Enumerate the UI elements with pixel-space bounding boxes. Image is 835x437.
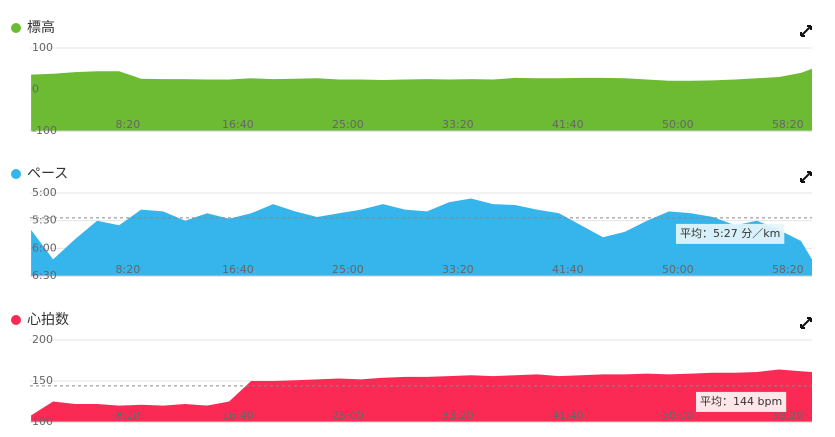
x-tick-label: 33:20 <box>442 263 474 276</box>
x-tick-label: 50:00 <box>662 118 694 131</box>
average-badge: 平均：144 bpm <box>696 391 787 412</box>
y-tick-label: 6:00 <box>32 241 57 254</box>
average-label: 平均：144 bpm <box>700 395 782 408</box>
x-tick-label: 58:20 <box>772 409 804 422</box>
average-box <box>696 391 787 412</box>
x-tick-label: 58:20 <box>772 263 804 276</box>
legend-dot <box>11 169 21 179</box>
expand-icon[interactable] <box>800 25 812 37</box>
legend-dot <box>11 315 21 325</box>
x-tick-label: 16:40 <box>222 118 254 131</box>
expand-icon[interactable] <box>800 317 812 329</box>
expand-icon[interactable] <box>800 171 812 183</box>
y-tick-label: 100 <box>32 415 53 428</box>
y-tick-label: 0 <box>32 83 39 96</box>
y-tick-label: 5:30 <box>32 214 57 227</box>
y-tick-label: 150 <box>32 374 53 387</box>
average-box <box>676 223 785 244</box>
x-tick-label: 8:20 <box>116 409 141 422</box>
x-tick-label: 50:00 <box>662 409 694 422</box>
x-tick-label: 8:20 <box>116 263 141 276</box>
y-tick-label: 5:00 <box>32 186 57 199</box>
x-tick-label: 41:40 <box>552 118 584 131</box>
x-tick-label: 8:20 <box>116 118 141 131</box>
x-tick-label: 25:00 <box>332 263 364 276</box>
chart-title: ペース <box>27 166 68 182</box>
area <box>31 369 813 422</box>
chart-title: 標高 <box>27 19 55 36</box>
x-tick-label: 16:40 <box>222 409 254 422</box>
x-tick-label: 50:00 <box>662 263 694 276</box>
x-tick-label: 16:40 <box>222 263 254 276</box>
x-tick-label: 33:20 <box>442 409 474 422</box>
x-tick-label: 25:00 <box>332 409 364 422</box>
y-tick-label: 100 <box>32 41 53 54</box>
average-badge: 平均：5:27 分／km <box>676 223 785 244</box>
x-tick-label: 33:20 <box>442 118 474 131</box>
x-tick-label: 41:40 <box>552 263 584 276</box>
average-label: 平均：5:27 分／km <box>680 227 780 240</box>
legend-dot <box>11 23 21 33</box>
x-tick-label: 25:00 <box>332 118 364 131</box>
area <box>31 198 813 276</box>
y-tick-label: -100 <box>32 124 57 137</box>
y-tick-label: 6:30 <box>32 269 57 282</box>
y-tick-label: 200 <box>32 333 53 346</box>
area <box>31 68 813 131</box>
x-tick-label: 58:20 <box>772 118 804 131</box>
chart-title: 心拍数 <box>27 312 69 328</box>
x-tick-label: 41:40 <box>552 409 584 422</box>
